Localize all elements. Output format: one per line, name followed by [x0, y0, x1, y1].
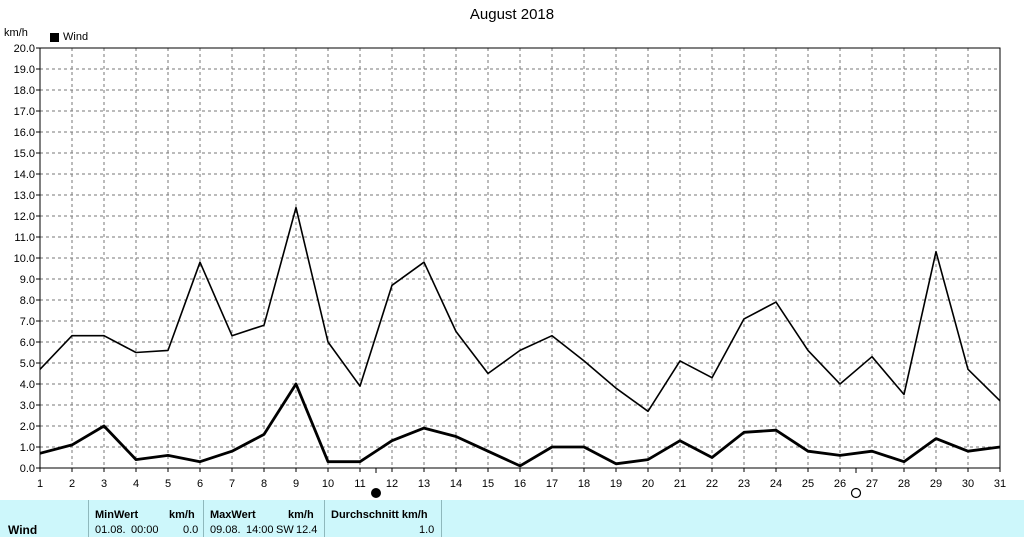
x-tick-label: 18	[578, 478, 590, 490]
stats-row-label: Wind	[8, 523, 38, 537]
max-time: 14:00	[246, 524, 274, 536]
x-tick-label: 4	[133, 478, 139, 490]
y-tick-label: 16.0	[14, 127, 35, 139]
full-moon-icon	[371, 488, 381, 498]
x-tick-label: 21	[674, 478, 686, 490]
series-line-1	[39, 206, 1001, 413]
min-time: 00:00	[131, 524, 159, 536]
max-unit: km/h	[288, 509, 314, 521]
average-header: Durchschnitt km/h	[331, 509, 428, 521]
y-tick-label: 17.0	[14, 106, 35, 118]
x-tick-label: 17	[546, 478, 558, 490]
x-tick-label: 28	[898, 478, 910, 490]
y-tick-label: 14.0	[14, 169, 35, 181]
max-value-cell: MaxWert km/h 09.08. 14:00 SW 12.4	[203, 500, 324, 537]
average-cell: Durchschnitt km/h 1.0	[324, 500, 442, 537]
max-direction: SW	[276, 524, 294, 536]
y-tick-label: 5.0	[20, 358, 35, 370]
x-tick-label: 7	[229, 478, 235, 490]
x-tick-label: 23	[738, 478, 750, 490]
y-axis-unit: km/h	[4, 27, 28, 39]
x-tick-label: 1	[37, 478, 43, 490]
x-tick-label: 5	[165, 478, 171, 490]
x-tick-label: 11	[354, 478, 365, 490]
y-tick-label: 19.0	[14, 64, 35, 76]
chart-title: August 2018	[469, 6, 555, 23]
y-tick-label: 9.0	[20, 274, 35, 286]
y-tick-label: 2.0	[20, 421, 35, 433]
max-header: MaxWert	[210, 509, 256, 521]
legend-swatch	[50, 32, 59, 42]
x-tick-label: 8	[261, 478, 267, 490]
min-date: 01.08.	[95, 524, 126, 536]
y-tick-label: 20.0	[14, 43, 35, 55]
x-tick-label: 20	[642, 478, 654, 490]
y-tick-label: 18.0	[14, 85, 35, 97]
y-tick-label: 6.0	[20, 337, 35, 349]
y-tick-label: 4.0	[20, 379, 35, 391]
x-tick-label: 27	[866, 478, 878, 490]
max-date: 09.08.	[210, 524, 241, 536]
y-tick-label: 7.0	[20, 316, 35, 328]
min-unit: km/h	[169, 509, 195, 521]
average-value: 1.0	[419, 524, 435, 536]
new-moon-icon	[850, 487, 862, 499]
legend: Wind	[50, 31, 88, 43]
x-tick-label: 29	[930, 478, 942, 490]
line-chart: 0.01.02.03.04.05.06.07.08.09.010.011.012…	[14, 43, 1006, 499]
x-tick-label: 13	[418, 478, 430, 490]
series-line-2	[39, 382, 1001, 468]
x-tick-label: 10	[322, 478, 334, 490]
y-tick-label: 15.0	[14, 148, 35, 160]
legend-label: Wind	[63, 31, 89, 43]
x-tick-label: 22	[706, 478, 718, 490]
x-tick-label: 3	[101, 478, 107, 490]
min-value: 0.0	[183, 524, 199, 536]
min-value-cell: MinWert km/h 01.08. 00:00 0.0	[88, 500, 203, 537]
y-tick-label: 13.0	[14, 190, 35, 202]
y-tick-label: 1.0	[20, 442, 35, 454]
stats-panel: Wind MinWert km/h 01.08. 00:00 0.0 MaxWe…	[0, 500, 1024, 537]
x-tick-label: 16	[514, 478, 526, 490]
x-tick-label: 26	[834, 478, 846, 490]
y-tick-label: 0.0	[20, 463, 35, 475]
y-tick-label: 8.0	[20, 295, 35, 307]
y-tick-label: 10.0	[14, 253, 35, 265]
min-header: MinWert	[95, 509, 139, 521]
x-tick-label: 19	[610, 478, 622, 490]
x-tick-label: 24	[770, 478, 782, 490]
y-tick-label: 11.0	[14, 232, 35, 244]
y-tick-label: 3.0	[20, 400, 35, 412]
x-tick-label: 2	[69, 478, 75, 490]
plot-frame	[39, 47, 1001, 469]
x-tick-label: 31	[994, 478, 1006, 490]
x-tick-label: 15	[482, 478, 494, 490]
x-tick-label: 30	[962, 478, 974, 490]
max-value: 12.4	[296, 524, 318, 536]
x-tick-label: 14	[450, 478, 462, 490]
x-tick-label: 6	[197, 478, 203, 490]
x-tick-label: 25	[802, 478, 814, 490]
x-tick-label: 9	[293, 478, 299, 490]
y-tick-label: 12.0	[14, 211, 35, 223]
x-tick-label: 12	[386, 478, 398, 490]
